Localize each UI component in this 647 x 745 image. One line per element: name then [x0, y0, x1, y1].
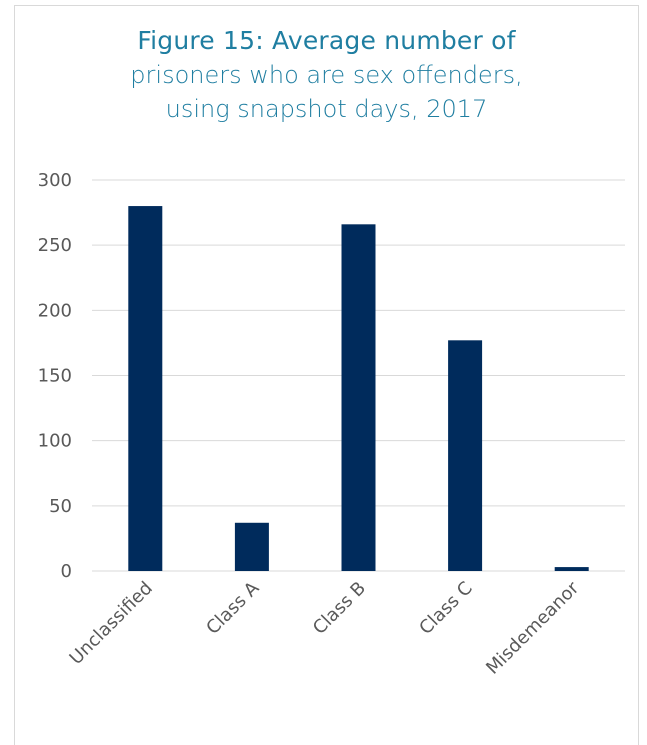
x-axis-category-labels: Unclassified Class A Class B Class C Misdeme…: [66, 577, 584, 679]
chart-title: Figure 15: Average number of prisoners w…: [14, 24, 639, 126]
x-tick-label: Unclassified: [66, 578, 157, 669]
bar-unclassified: [128, 206, 163, 572]
x-tick-label: Class A: [202, 577, 264, 639]
x-tick-label: Class B: [309, 578, 370, 639]
y-tick-label: 150: [38, 366, 72, 387]
bars: [128, 206, 589, 572]
bar-misdemeanor: [554, 567, 589, 571]
y-tick-label: 100: [38, 431, 72, 452]
bar-class-c: [448, 340, 483, 571]
x-tick-label: Class C: [415, 578, 476, 639]
chart-title-line-3: using snapshot days, 2017: [165, 95, 488, 123]
y-tick-label: 300: [38, 170, 72, 191]
y-tick-label: 200: [38, 300, 72, 321]
x-tick-label: Misdemeanor: [482, 577, 583, 678]
chart-title-line-1: Figure 15: Average number of: [137, 26, 516, 55]
chart-title-line-2: prisoners who are sex offenders,: [130, 61, 523, 89]
chart-frame: [14, 5, 639, 745]
bar-class-b: [341, 224, 376, 571]
y-tick-label: 0: [61, 561, 72, 582]
bar-class-a: [234, 522, 269, 571]
y-tick-label: 250: [38, 235, 72, 256]
y-axis-tick-labels: 0 50 100 150 200 250 300: [38, 170, 72, 582]
y-tick-label: 50: [49, 496, 72, 517]
